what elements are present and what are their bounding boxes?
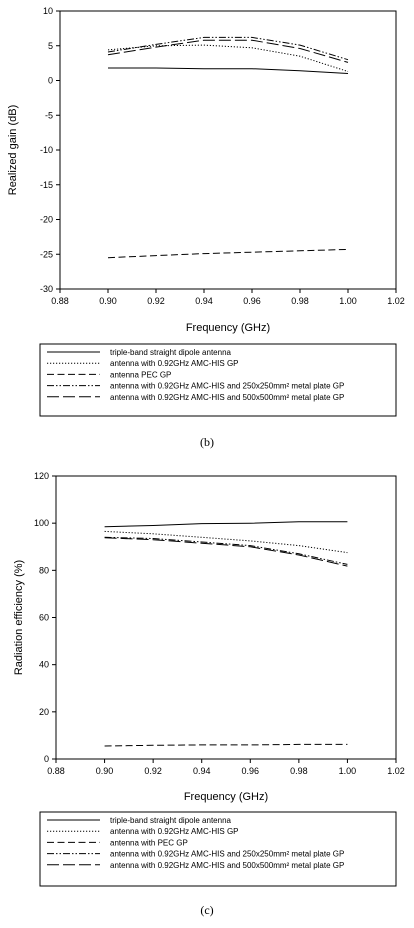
series-line-0 — [108, 67, 349, 74]
x-tick-label: 0.96 — [242, 766, 260, 776]
legend-frame — [39, 343, 397, 417]
series-line-1 — [107, 44, 349, 72]
y-tick-label: 10 — [43, 6, 53, 16]
legend-label-4: antenna with 0.92GHz AMC-HIS and 500x500… — [110, 393, 344, 402]
y-tick-label: 100 — [34, 518, 49, 528]
x-tick-label: 0.92 — [147, 296, 165, 306]
figure-caption: (c) — [200, 903, 213, 917]
y-tick-label: -15 — [40, 180, 53, 190]
legend-frame — [39, 811, 397, 887]
legend-label-2: antenna PEC GP — [110, 370, 171, 379]
series-line-0 — [104, 521, 348, 528]
plot-frame — [59, 10, 397, 290]
data-point-2-5 — [347, 248, 349, 250]
y-tick-label: -20 — [40, 215, 53, 225]
series-line-2 — [107, 248, 349, 259]
series-line-4 — [104, 537, 348, 567]
y-tick-label: 20 — [39, 707, 49, 717]
x-tick-label: 0.98 — [291, 296, 309, 306]
series-line-1 — [104, 530, 348, 554]
y-tick-label: 0 — [48, 76, 53, 86]
chart-panel-0: 10 5 0 -5 -10 -15 -20 -25 -30 0.88 0.90 0.92 0.94 0.9… — [7, 6, 405, 449]
x-axis-title: Frequency (GHz) — [184, 791, 268, 803]
legend-label-0: triple-band straight dipole antenna — [110, 816, 232, 825]
x-tick-label: 0.88 — [47, 766, 65, 776]
y-tick-label: 0 — [44, 754, 49, 764]
y-tick-label: 120 — [34, 471, 49, 481]
series-line-4 — [107, 39, 349, 63]
chart-panel-1: 120 100 80 60 40 20 0 0.88 0.90 0.92 0.94 0.96 0.98 1… — [13, 471, 405, 917]
plot-frame — [55, 475, 397, 760]
legend-label-3: antenna with 0.92GHz AMC-HIS and 250x250… — [110, 850, 344, 859]
figure-caption: (b) — [200, 435, 214, 449]
y-tick-label: -25 — [40, 249, 53, 259]
x-tick-label: 1.02 — [387, 766, 405, 776]
x-axis-title: Frequency (GHz) — [186, 322, 270, 334]
legend-label-1: antenna with 0.92GHz AMC-HIS GP — [110, 359, 239, 368]
series-line-3 — [104, 536, 348, 565]
x-tick-label: 0.90 — [96, 766, 114, 776]
y-axis-title: Radiation efficiency (%) — [13, 560, 25, 675]
y-tick-label: 5 — [48, 41, 53, 51]
y-tick-label: 40 — [39, 660, 49, 670]
x-tick-label: 1.00 — [339, 296, 357, 306]
legend-label-1: antenna with 0.92GHz AMC-HIS GP — [110, 827, 239, 836]
x-tick-label: 0.88 — [51, 296, 69, 306]
y-axis-title: Realized gain (dB) — [7, 105, 19, 196]
x-tick-label: 1.02 — [387, 296, 405, 306]
series-line-2 — [104, 743, 348, 747]
y-tick-label: -30 — [40, 284, 53, 294]
x-tick-label: 0.94 — [193, 766, 211, 776]
x-tick-label: 1.00 — [339, 766, 357, 776]
x-tick-label: 0.90 — [99, 296, 117, 306]
y-tick-label: 80 — [39, 565, 49, 575]
legend-label-0: triple-band straight dipole antenna — [110, 348, 232, 357]
legend-label-4: antenna with 0.92GHz AMC-HIS and 500x500… — [110, 861, 344, 870]
x-tick-label: 0.92 — [144, 766, 162, 776]
legend-label-2: antenna with PEC GP — [110, 838, 188, 847]
series-line-3 — [107, 36, 349, 61]
y-tick-label: 60 — [39, 613, 49, 623]
data-point-2-3 — [249, 744, 251, 746]
x-tick-label: 0.94 — [195, 296, 213, 306]
legend: triple-band straight dipole antenna anten… — [39, 811, 397, 887]
x-tick-label: 0.98 — [290, 766, 308, 776]
legend: triple-band straight dipole antenna anten… — [39, 343, 397, 417]
y-tick-label: -5 — [45, 110, 53, 120]
legend-label-3: antenna with 0.92GHz AMC-HIS and 250x250… — [110, 382, 344, 391]
x-tick-label: 0.96 — [243, 296, 261, 306]
y-tick-label: -10 — [40, 145, 53, 155]
